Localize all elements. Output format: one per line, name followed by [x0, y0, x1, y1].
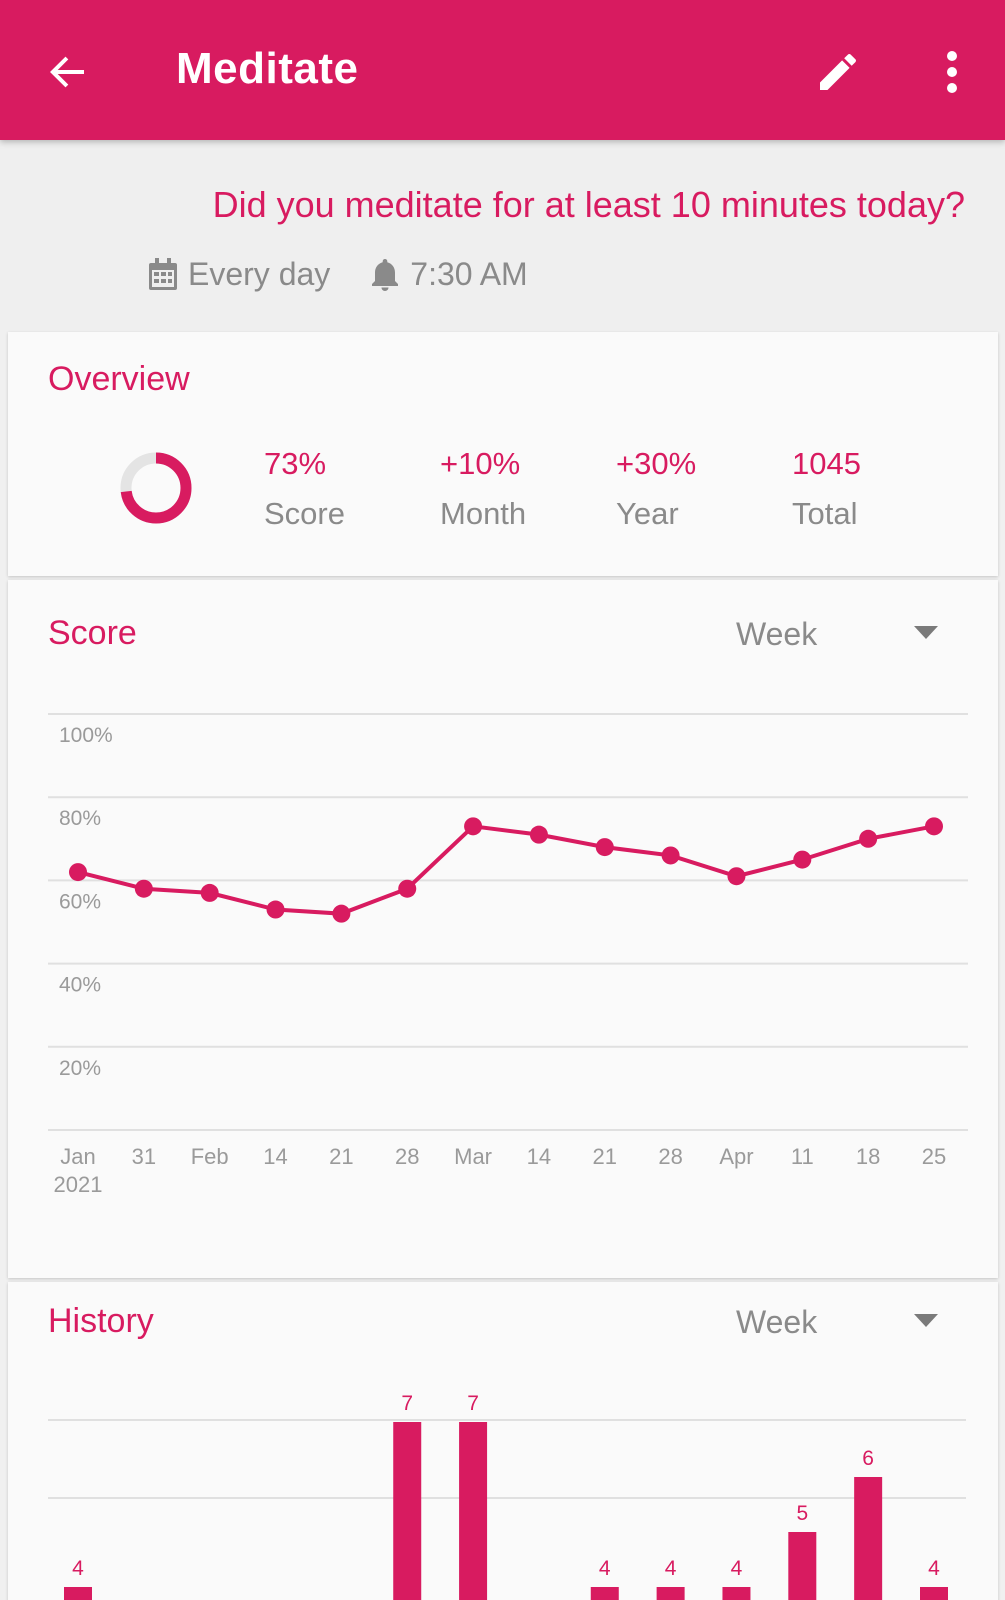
score-data-point: [69, 863, 87, 882]
score-x-tick-label: 14: [263, 1144, 287, 1169]
score-data-point: [266, 900, 285, 919]
history-bar-label: 4: [599, 1557, 611, 1580]
score-ring-arc: [120, 452, 192, 524]
score-line-chart: 100% 80% 60% 40% 20% Jan 2021 31 Feb 14 21 28 Mar 14 2…: [48, 713, 968, 1197]
stat-total-value: 1045: [792, 446, 861, 481]
history-bar-label: 4: [72, 1557, 84, 1580]
history-bar: [459, 1422, 488, 1600]
score-data-point: [727, 867, 746, 886]
score-x-tick-label: 14: [527, 1144, 551, 1169]
score-data-point: [332, 904, 351, 923]
history-bar: [854, 1477, 883, 1600]
score-x-tick-label: 21: [593, 1144, 617, 1169]
history-bar-label: 7: [467, 1392, 479, 1415]
history-bar: [788, 1532, 817, 1600]
history-bar-label: 4: [665, 1557, 677, 1580]
score-data-point: [595, 838, 614, 857]
history-period-dropdown[interactable]: Week: [736, 1304, 818, 1340]
history-bar-label: 5: [796, 1502, 808, 1525]
overview-card: Overview 73% Score +10% Month +30% Year …: [8, 332, 998, 576]
score-y-tick-label: 80%: [59, 807, 101, 830]
score-x-tick-label: 25: [922, 1144, 946, 1169]
history-card: History Week 4 7 7 4 4 4 5 6 4: [8, 1282, 998, 1600]
score-title: Score: [48, 614, 137, 652]
stat-score-value: 73%: [264, 446, 327, 481]
stat-year-value: +30%: [616, 446, 697, 481]
stat-total-label: Total: [792, 496, 858, 531]
stat-month: +10% Month: [440, 446, 526, 532]
history-title: History: [48, 1302, 154, 1340]
score-data-point: [661, 846, 680, 865]
score-data-point: [464, 817, 483, 836]
app-bar: Meditate: [0, 0, 1005, 140]
history-bar: [590, 1587, 619, 1600]
stat-year: +30% Year: [616, 446, 696, 532]
history-bar: [920, 1587, 948, 1600]
stat-total: 1045 Total: [792, 446, 861, 532]
stat-month-label: Month: [440, 496, 527, 531]
habit-meta: Every day 7:30 AM: [148, 252, 528, 296]
score-y-tick-label: 40%: [59, 974, 101, 997]
score-data-point: [925, 817, 943, 836]
history-bar-label: 4: [928, 1557, 940, 1580]
score-x-tick-label: 28: [658, 1144, 682, 1169]
score-data-point: [200, 883, 219, 902]
dropdown-arrow-icon[interactable]: [914, 626, 938, 640]
score-data-point: [793, 850, 812, 869]
bell-icon: [372, 259, 399, 291]
score-x-tick-label: 11: [791, 1144, 814, 1169]
score-x-tick-label: 2021: [54, 1172, 103, 1197]
score-card: Score Week 100% 80% 60% 40% 20% Jan 2021 31 Feb 1…: [8, 580, 998, 1278]
stat-month-value: +10%: [440, 446, 521, 481]
score-data-point: [859, 829, 878, 848]
score-ring: [120, 452, 192, 524]
score-x-tick-label: 21: [329, 1144, 353, 1169]
score-y-tick-label: 60%: [59, 890, 101, 913]
score-x-tick-label: Feb: [191, 1144, 229, 1169]
score-data-point: [134, 879, 153, 898]
frequency-text: Every day: [188, 255, 331, 292]
score-x-tick-label: 18: [856, 1144, 880, 1169]
score-x-tick-label: 28: [395, 1144, 419, 1169]
score-x-tick-label: 31: [132, 1144, 156, 1169]
score-period-dropdown[interactable]: Week: [736, 616, 818, 652]
history-bar: [393, 1422, 422, 1600]
score-x-tick-label: Mar: [454, 1144, 492, 1169]
history-bar-chart: 4 7 7 4 4 4 5 6 4: [48, 1392, 966, 1600]
score-series-line: [77, 824, 935, 916]
more-vertical-icon[interactable]: [930, 48, 974, 96]
reminder-time: 7:30 AM: [410, 255, 528, 292]
score-data-point: [529, 825, 548, 844]
history-bar: [64, 1587, 92, 1600]
history-bar-label: 4: [731, 1557, 743, 1580]
score-x-tick-label: Apr: [719, 1144, 753, 1169]
page-title: Meditate: [176, 44, 359, 93]
arrow-back-icon[interactable]: [44, 48, 92, 96]
score-data-point: [398, 879, 417, 898]
overview-title: Overview: [48, 360, 190, 398]
stat-year-label: Year: [616, 496, 679, 531]
dropdown-arrow-icon[interactable]: [914, 1314, 938, 1328]
habit-header: Did you meditate for at least 10 minutes…: [0, 140, 1005, 330]
stat-score: 73% Score: [264, 446, 345, 532]
pencil-icon[interactable]: [814, 48, 862, 96]
score-y-tick-label: 20%: [59, 1057, 101, 1080]
habit-question: Did you meditate for at least 10 minutes…: [212, 184, 965, 225]
history-bar-label: 7: [401, 1392, 413, 1415]
stat-score-label: Score: [264, 496, 345, 531]
score-y-tick-label: 100%: [59, 724, 113, 747]
history-bar-label: 6: [862, 1447, 874, 1470]
score-x-tick-label: Jan: [60, 1144, 95, 1169]
calendar-icon: [149, 258, 177, 290]
history-bar: [656, 1587, 685, 1600]
history-bar: [722, 1587, 751, 1600]
